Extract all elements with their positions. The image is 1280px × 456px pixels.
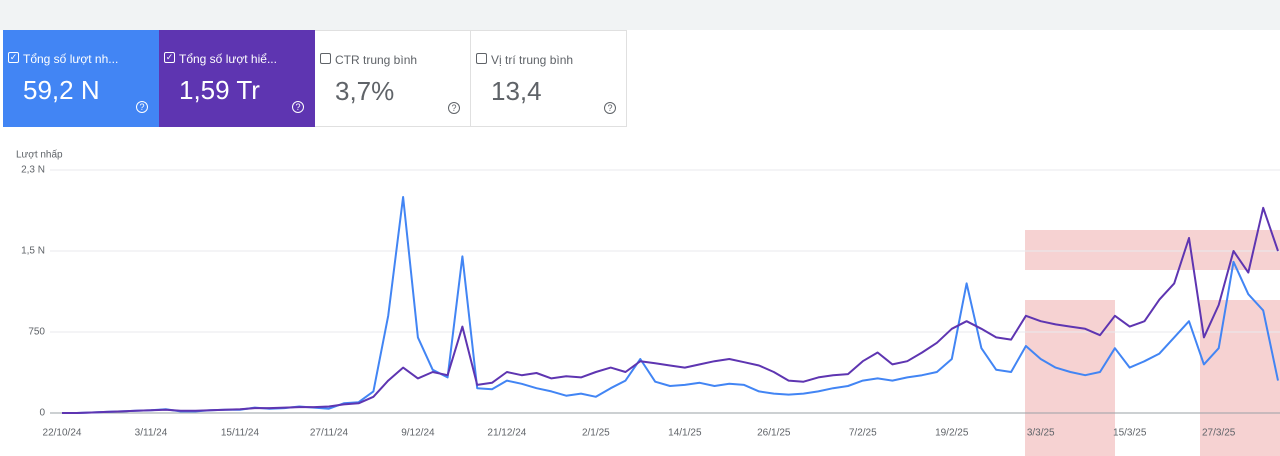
watermark <box>1025 230 1280 270</box>
x-tick-label: 15/11/24 <box>221 428 260 439</box>
x-tick-label: 7/2/25 <box>849 428 877 439</box>
card-label: Tổng số lượt nh... <box>23 52 119 66</box>
y-tick-label: 2,3 N <box>21 165 45 176</box>
x-tick-label: 26/1/25 <box>757 428 791 439</box>
metric-card[interactable]: ✓ Tổng số lượt hiể... 1,59 Tr? <box>159 30 315 127</box>
card-value: 13,4 <box>491 76 542 106</box>
metric-cards: ✓ Tổng số lượt nh... 59,2 N? ✓ Tổng số lượt … <box>3 30 627 127</box>
y-tick-label: 750 <box>28 327 45 338</box>
header-bar <box>0 0 1280 30</box>
x-tick-label: 27/11/24 <box>310 428 349 439</box>
x-tick-label: 3/11/24 <box>135 428 168 439</box>
card-label: CTR trung bình <box>335 53 418 67</box>
card-label: Vị trí trung bình <box>491 53 574 67</box>
x-tick-label: 2/1/25 <box>582 428 610 439</box>
x-tick-label: 22/10/24 <box>43 428 82 439</box>
x-tick-label: 15/3/25 <box>1113 428 1147 439</box>
card-value: 59,2 N <box>23 75 100 105</box>
help-icon: ? <box>604 102 616 114</box>
card-value: 1,59 Tr <box>179 75 260 105</box>
card-value: 3,7% <box>335 76 395 106</box>
checkbox <box>320 53 331 64</box>
help-icon: ? <box>448 102 460 114</box>
help-icon: ? <box>292 101 304 113</box>
y-tick-label: 1,5 N <box>21 246 45 257</box>
y-axis-label: Lượt nhấp <box>16 149 63 161</box>
x-tick-label: 14/1/25 <box>668 428 702 439</box>
card-label: Tổng số lượt hiể... <box>179 52 277 66</box>
metric-card[interactable]: CTR trung bình 3,7%? <box>315 30 471 127</box>
x-tick-label: 21/12/24 <box>487 428 526 439</box>
x-tick-label: 27/3/25 <box>1202 428 1236 439</box>
checkbox: ✓ <box>8 52 19 63</box>
x-tick-label: 9/12/24 <box>401 428 435 439</box>
series-line <box>62 206 1279 414</box>
metric-card[interactable]: ✓ Tổng số lượt nh... 59,2 N? <box>3 30 159 127</box>
help-icon: ? <box>136 101 148 113</box>
y-tick-label: 0 <box>39 408 45 419</box>
checkbox: ✓ <box>164 52 175 63</box>
checkbox <box>476 53 487 64</box>
metric-card[interactable]: Vị trí trung bình 13,4? <box>471 30 627 127</box>
x-tick-label: 19/2/25 <box>935 428 969 439</box>
x-tick-label: 3/3/25 <box>1027 428 1055 439</box>
